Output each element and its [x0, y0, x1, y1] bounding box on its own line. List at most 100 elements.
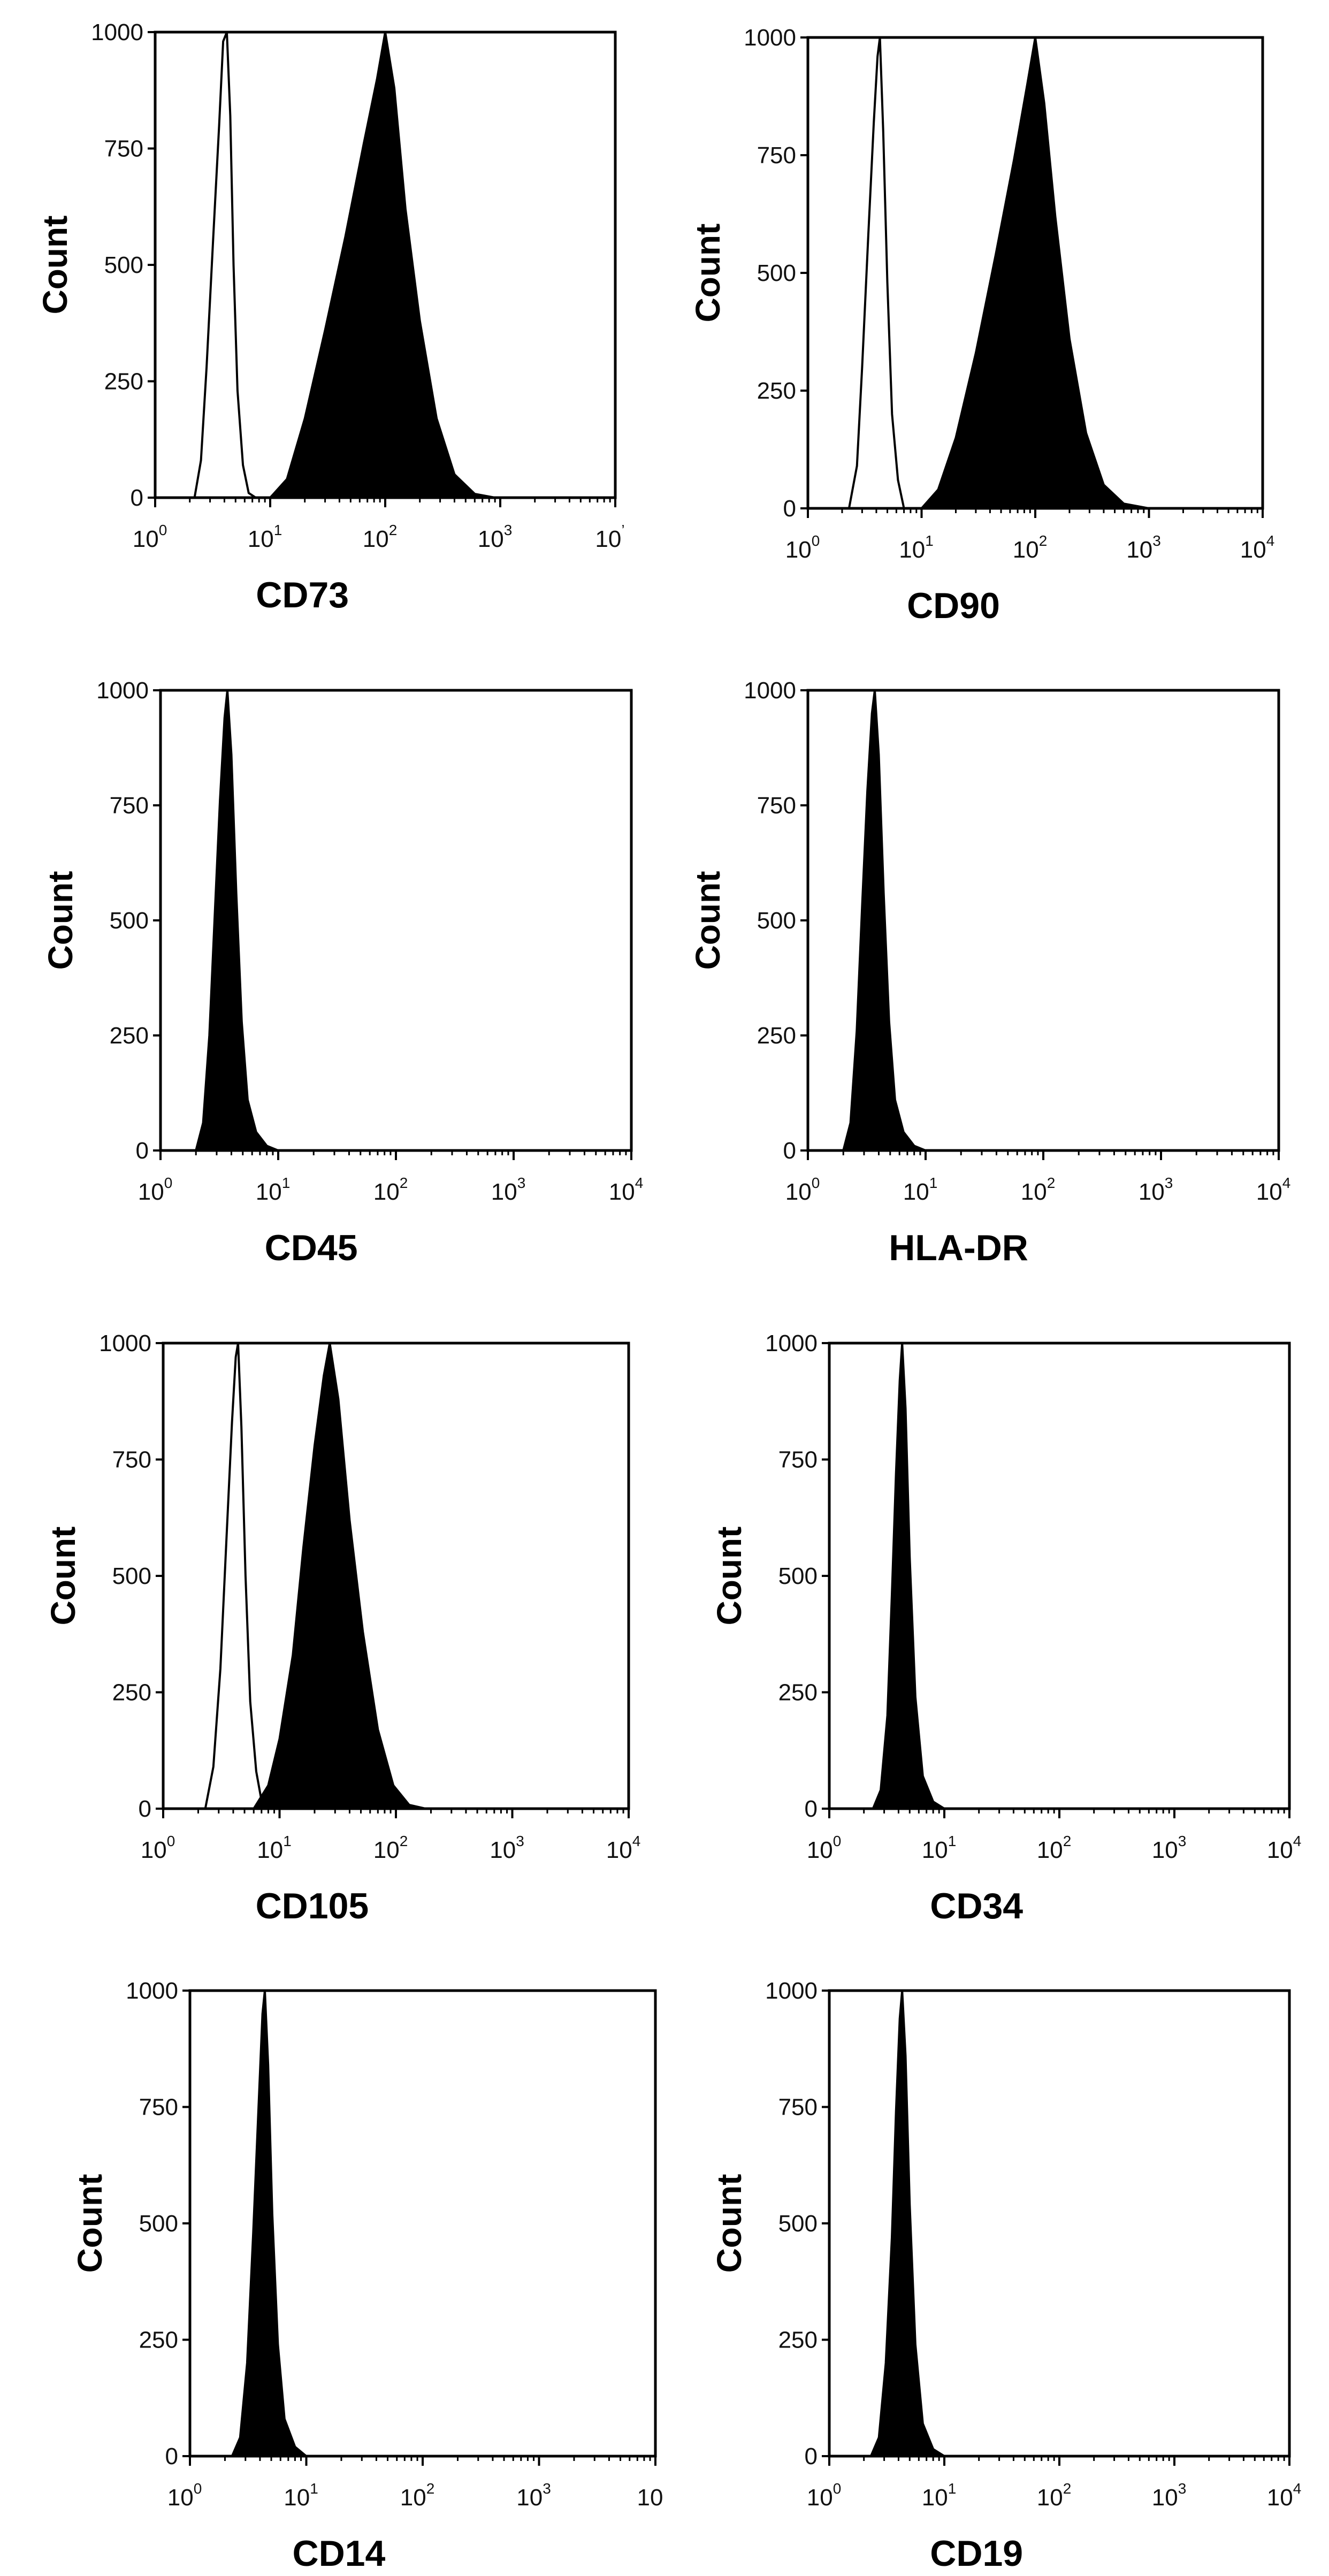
- x-tick-label: 101: [903, 1175, 938, 1205]
- x-axis-label: CD19: [930, 2533, 1023, 2574]
- y-tick-label: 750: [110, 792, 149, 819]
- isotype-control-histogram: [847, 36, 905, 509]
- y-axis-label: Count: [44, 1527, 82, 1626]
- y-axis-label: Count: [710, 2174, 748, 2273]
- y-tick-label: 250: [139, 2327, 178, 2353]
- x-tick-label: 101: [922, 1833, 957, 1863]
- y-tick-label: 0: [136, 1138, 149, 1164]
- y-tick-label: 750: [757, 792, 796, 819]
- isotype-control-histogram: [204, 1342, 264, 1809]
- y-tick-label: 0: [783, 496, 796, 522]
- x-tick-label: 101: [256, 1175, 291, 1205]
- x-tick-label: 102: [1037, 1833, 1072, 1863]
- y-tick-label: 250: [104, 369, 143, 395]
- y-tick-label: 500: [110, 908, 149, 934]
- stained-histogram: [869, 1990, 945, 2457]
- y-tick-label: 1000: [744, 677, 796, 704]
- y-axis-label: Count: [71, 2174, 109, 2273]
- y-axis-label: Count: [689, 224, 727, 323]
- x-tick-label: 101: [899, 532, 934, 563]
- y-tick-label: 1000: [96, 677, 149, 704]
- y-axis-label: Count: [710, 1527, 748, 1626]
- y-tick-label: 250: [757, 378, 796, 404]
- x-tick-label: 102: [1021, 1175, 1056, 1205]
- x-tick-label: 103: [1152, 2480, 1187, 2511]
- y-tick-label: 1000: [744, 25, 796, 51]
- y-tick-label: 0: [131, 485, 143, 511]
- x-tick-label: 100: [807, 1833, 842, 1863]
- y-tick-label: 750: [104, 136, 143, 162]
- y-tick-label: 500: [757, 908, 796, 934]
- x-tick-label: 100: [133, 522, 167, 552]
- histogram-panel-cd19: 0 250 500 750 1000 100 101 102 103 104 Count CD19: [710, 1978, 1301, 2574]
- x-axis-label: CD14: [292, 2533, 385, 2574]
- x-tick-label: 100: [167, 2480, 202, 2511]
- x-tick-label: 103: [1126, 532, 1161, 563]
- y-tick-label: 0: [783, 1138, 796, 1164]
- y-tick-label: 500: [104, 252, 143, 278]
- x-tick-label: 103: [516, 2480, 551, 2511]
- x-tick-label: 104: [609, 1175, 644, 1205]
- y-tick-label: 500: [757, 260, 796, 286]
- x-tick-label: 103: [490, 1833, 524, 1863]
- x-axis-label: HLA-DR: [889, 1228, 1028, 1268]
- x-axis-label: CD105: [256, 1886, 369, 1926]
- y-tick-label: 750: [778, 1447, 818, 1473]
- x-tick-label: 103: [1139, 1175, 1173, 1205]
- x-tick-label: 101: [284, 2480, 318, 2511]
- x-tick-label: 10: [637, 2484, 663, 2511]
- x-tick-label: 104: [1267, 1833, 1302, 1863]
- stained-histogram: [920, 36, 1150, 509]
- x-axis-label: CD73: [256, 575, 349, 615]
- y-tick-label: 1000: [126, 1978, 178, 2004]
- x-tick-label: 100: [785, 1175, 820, 1205]
- y-axis-label: Count: [36, 216, 74, 315]
- y-axis-label: Count: [689, 871, 727, 970]
- x-tick-label: 100: [785, 532, 820, 563]
- x-tick-label: 103: [491, 1175, 526, 1205]
- y-tick-label: 500: [778, 1563, 818, 1589]
- y-tick-label: 750: [778, 2094, 818, 2121]
- y-tick-label: 250: [778, 1680, 818, 1706]
- stained-histogram: [842, 689, 927, 1152]
- stained-histogram: [195, 689, 279, 1152]
- y-tick-label: 1000: [765, 1978, 818, 2004]
- y-tick-label: 750: [112, 1447, 151, 1473]
- x-tick-label: 100: [138, 1175, 173, 1205]
- histogram-panel-cd45: 0 250 500 750 1000 100 101 102 103 104 Count CD45: [41, 677, 643, 1268]
- x-tick-label: 104: [606, 1833, 641, 1863]
- histogram-panel-cd34: 0 250 500 750 1000 100 101 102 103 104 Count CD34: [710, 1330, 1301, 1926]
- x-axis-label: CD45: [265, 1228, 358, 1268]
- x-tick-label: 104: [1240, 532, 1275, 563]
- y-tick-label: 0: [805, 1796, 818, 1822]
- x-tick-label: 104: [1267, 2480, 1302, 2511]
- y-tick-label: 500: [778, 2211, 818, 2237]
- y-tick-label: 1000: [99, 1330, 151, 1356]
- y-tick-label: 250: [778, 2327, 818, 2353]
- stained-histogram: [269, 31, 497, 499]
- histogram-panel-cd14: 0 250 500 750 1000 100 101 102 103 10 Count CD14: [71, 1978, 663, 2574]
- x-tick-label: 100: [807, 2480, 842, 2511]
- x-axis-label: CD90: [907, 585, 1000, 626]
- y-tick-label: 0: [805, 2443, 818, 2470]
- x-tick-label: 100: [141, 1833, 175, 1863]
- x-axis-label: CD34: [930, 1886, 1023, 1926]
- x-tick-label: 102: [1013, 532, 1048, 563]
- x-tick-label: 103: [1152, 1833, 1187, 1863]
- x-tick-label: 101: [257, 1833, 292, 1863]
- y-tick-label: 0: [165, 2443, 178, 2470]
- x-tick-label: 104: [1256, 1175, 1291, 1205]
- x-tick-label: 10’: [595, 522, 624, 552]
- stained-histogram: [253, 1342, 427, 1810]
- x-tick-label: 101: [248, 522, 282, 552]
- x-tick-label: 102: [400, 2480, 435, 2511]
- x-tick-label: 103: [478, 522, 513, 552]
- stained-histogram: [872, 1342, 945, 1810]
- y-tick-label: 750: [139, 2094, 178, 2121]
- y-tick-label: 500: [112, 1563, 151, 1589]
- y-tick-label: 0: [139, 1796, 151, 1822]
- histogram-panel-cd90: 0 250 500 750 1000 100 101 102 103 104 Count CD90: [689, 25, 1274, 626]
- y-tick-label: 250: [757, 1023, 796, 1049]
- x-tick-label: 102: [373, 1175, 408, 1205]
